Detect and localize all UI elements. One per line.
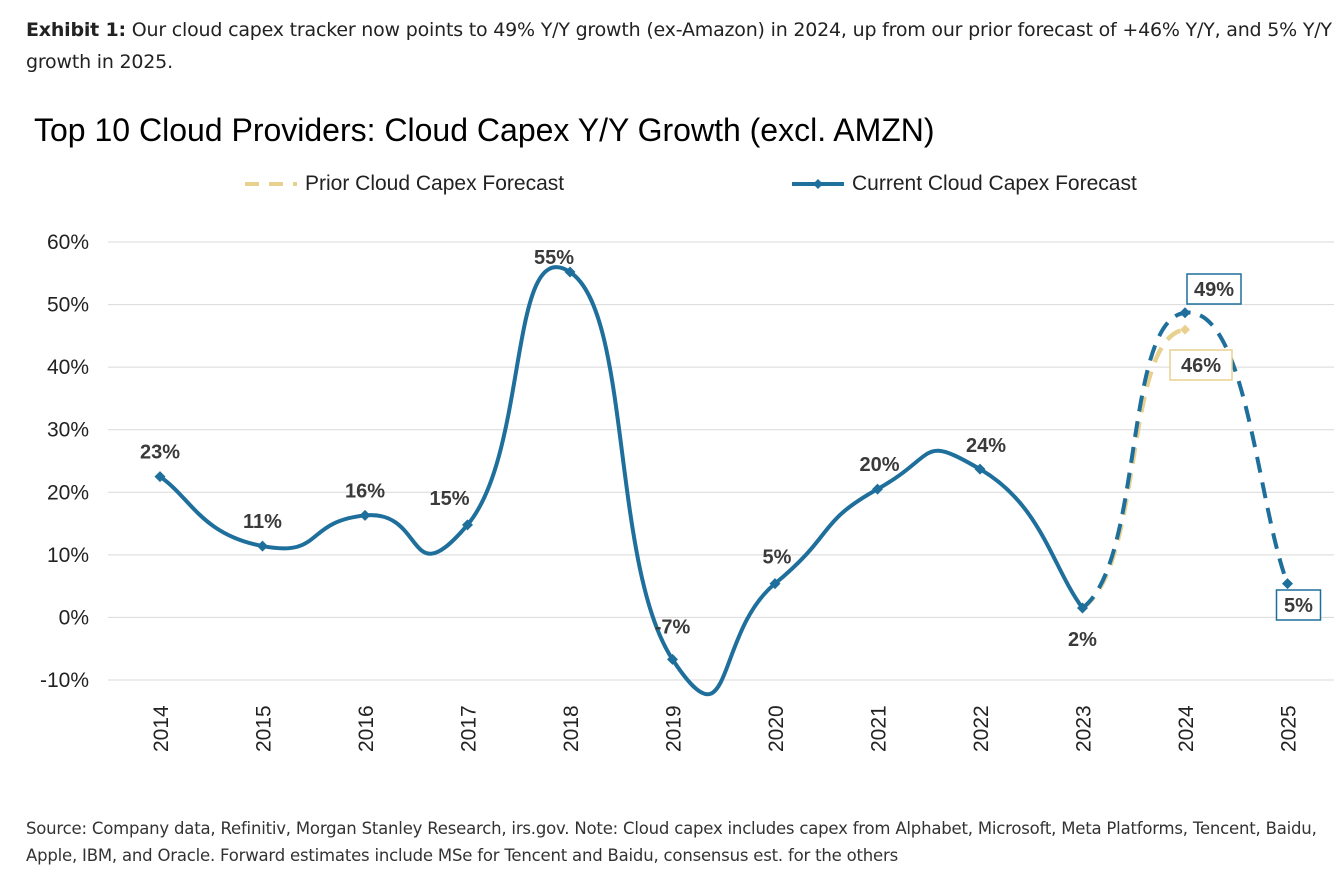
current-marker — [1077, 602, 1088, 614]
current-marker — [1179, 307, 1191, 319]
data-label: 5% — [763, 547, 792, 569]
legend-item-current: Current Cloud Capex Forecast — [790, 171, 1137, 197]
data-label: 15% — [429, 488, 469, 510]
data-label: 2% — [1068, 629, 1097, 651]
x-tick-label: 2015 — [253, 705, 276, 752]
data-label: 16% — [345, 480, 385, 502]
data-label-2025-current: 5% — [1275, 589, 1322, 621]
current-marker — [359, 509, 371, 521]
x-tick-label: 2023 — [1073, 705, 1096, 752]
data-label: 11% — [243, 511, 282, 533]
data-label-2024-current-box — [1186, 273, 1242, 305]
y-tick-label: 40% — [47, 356, 89, 379]
source-footnote: Source: Company data, Refinitiv, Morgan … — [26, 819, 1317, 865]
data-label-2024-prior: 46% — [1169, 349, 1233, 381]
x-tick-label: 2019 — [663, 705, 686, 752]
x-tick-label: 2022 — [970, 705, 993, 752]
data-label-2025-current-text: 5% — [1284, 595, 1313, 617]
x-tick-label: 2018 — [560, 705, 583, 752]
data-label: 55% — [534, 247, 574, 269]
exhibit-caption: Exhibit 1: Our cloud capex tracker now p… — [26, 14, 1336, 78]
data-label-2024-current: 49% — [1186, 273, 1242, 305]
x-tick-label: 2025 — [1278, 705, 1301, 752]
legend-current-swatch — [792, 179, 844, 189]
current-marker — [667, 653, 678, 665]
data-label: 20% — [859, 454, 899, 476]
data-label-2024-prior-text: 46% — [1181, 355, 1221, 377]
x-tick-label: 2020 — [765, 705, 788, 752]
current-marker — [1282, 578, 1293, 590]
exhibit-label: Exhibit 1: — [26, 19, 126, 41]
data-label-2024-current-text: 49% — [1194, 279, 1234, 301]
legend-current-label: Current Cloud Capex Forecast — [852, 172, 1137, 195]
x-tick-label: 2021 — [868, 705, 891, 752]
x-tick-label: 2016 — [355, 705, 378, 752]
legend-prior-swatch — [245, 182, 297, 186]
x-tick-label: 2014 — [150, 705, 173, 752]
current-marker — [564, 266, 576, 278]
data-label-2025-current-box — [1275, 589, 1322, 621]
current-marker — [462, 519, 473, 531]
y-tick-label: 0% — [59, 606, 89, 629]
y-tick-label: 10% — [47, 544, 89, 567]
data-label-2024-prior-box — [1169, 349, 1233, 381]
x-tick-label: 2017 — [458, 705, 481, 752]
current-marker — [257, 540, 268, 552]
current-marker — [974, 463, 986, 475]
y-tick-label: -10% — [40, 669, 89, 692]
y-tick-label: 60% — [47, 231, 89, 254]
prior-marker — [1180, 324, 1190, 335]
x-tick-label: 2024 — [1175, 705, 1198, 752]
chart-title: Top 10 Cloud Providers: Cloud Capex Y/Y … — [34, 112, 935, 148]
current-marker — [872, 483, 883, 495]
current-marker — [769, 578, 781, 590]
series-current-line — [158, 265, 1085, 697]
y-tick-label: 50% — [47, 294, 89, 317]
legend-prior-label: Prior Cloud Capex Forecast — [305, 172, 565, 195]
current-marker — [154, 471, 166, 483]
legend-item-prior: Prior Cloud Capex Forecast — [243, 171, 564, 197]
data-label: 24% — [966, 435, 1006, 457]
y-tick-label: 30% — [47, 419, 89, 442]
data-label: 23% — [140, 442, 180, 464]
data-label: -7% — [655, 616, 691, 638]
exhibit-text: Our cloud capex tracker now points to 49… — [26, 19, 1332, 73]
y-tick-label: 20% — [47, 481, 89, 504]
